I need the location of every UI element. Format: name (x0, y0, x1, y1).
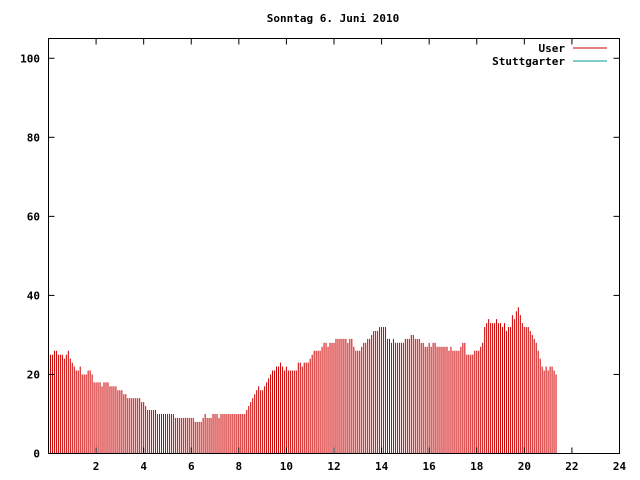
x-tick-label: 4 (140, 460, 147, 473)
x-tick-label: 14 (375, 460, 389, 473)
y-tick-label: 60 (27, 210, 40, 223)
y-tick-label: 100 (20, 52, 40, 65)
y-tick-label: 20 (27, 368, 40, 381)
x-tick-label: 10 (280, 460, 293, 473)
x-tick-label: 20 (518, 460, 531, 473)
x-tick-label: 12 (327, 460, 340, 473)
x-tick-label: 2 (93, 460, 100, 473)
y-tick-label: 80 (27, 131, 40, 144)
legend-label: User (539, 42, 566, 55)
x-tick-label: 16 (423, 460, 437, 473)
y-tick-label: 0 (33, 448, 40, 461)
x-axis: 2 4 6 8 10 12 14 16 18 20 22 24 (93, 38, 627, 473)
x-tick-label: 18 (470, 460, 483, 473)
x-tick-label: 6 (188, 460, 195, 473)
y-tick-label: 40 (27, 289, 40, 302)
bar-series-user (48, 307, 557, 454)
legend-label: Stuttgarter (492, 55, 565, 68)
chart-title: Sonntag 6. Juni 2010 (267, 12, 399, 25)
x-tick-label: 24 (613, 460, 627, 473)
y-axis: 0 20 40 60 80 100 (20, 52, 620, 461)
x-tick-label: 22 (565, 460, 578, 473)
x-tick-label: 8 (236, 460, 243, 473)
